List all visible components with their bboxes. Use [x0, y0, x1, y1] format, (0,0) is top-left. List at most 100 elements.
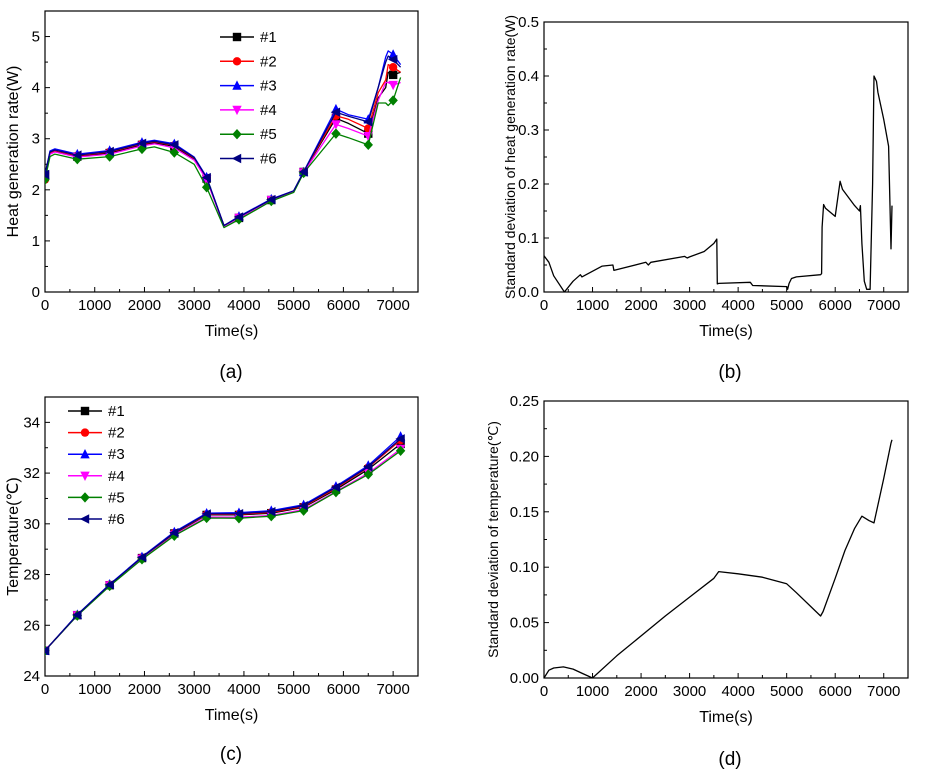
legend-marker: [80, 406, 90, 416]
y-axis-label: Temperature(℃): [5, 477, 22, 595]
y-tick-label: 30: [23, 516, 40, 533]
x-tick-label: 4000: [721, 297, 754, 314]
y-tick-label: 0.15: [510, 504, 539, 521]
series-line: [45, 450, 401, 652]
legend-item: #1: [68, 403, 125, 420]
y-tick-label: 1: [32, 233, 40, 250]
data-point: [388, 95, 398, 106]
x-tick-label: 6000: [819, 297, 852, 314]
chart-panel-a: 0 1000 2000 3000 4000 5000 6000 7000 0 1 2 3 4 5 Time(…: [5, 10, 419, 383]
legend-label: #5: [260, 126, 277, 143]
x-axis-label: Time(s): [205, 323, 259, 340]
legend-item: #3: [220, 78, 277, 95]
legend-item: #6: [68, 511, 125, 528]
legend-label: #2: [108, 425, 125, 442]
data-point: [136, 552, 147, 562]
legend: #1 #2 #3 #4 #5 #6: [220, 29, 277, 168]
legend-label: #6: [108, 511, 125, 528]
legend-marker: [80, 449, 90, 459]
legend-label: #4: [108, 468, 125, 485]
data-point: [233, 212, 244, 222]
x-tick-label: 5000: [770, 683, 803, 700]
legend-label: #2: [260, 53, 277, 70]
legend-item: #5: [68, 489, 125, 506]
x-tick-label: 7000: [376, 681, 409, 698]
y-tick-label: 2: [32, 182, 40, 199]
y-tick-label: 26: [23, 617, 40, 634]
y-tick-label: 0.2: [518, 176, 539, 193]
x-tick-label: 7000: [867, 297, 900, 314]
x-tick-label: 3000: [178, 297, 211, 314]
data-point: [387, 54, 398, 65]
legend: #1 #2 #3 #4 #5 #6: [68, 403, 125, 528]
x-tick-label: 3000: [178, 681, 211, 698]
y-tick-label: 0: [32, 284, 40, 301]
series-line: [544, 75, 893, 292]
plot-frame: [543, 400, 909, 679]
series-line: [45, 71, 401, 227]
data-point: [331, 120, 341, 130]
data-point: [363, 462, 373, 472]
series-line: [544, 439, 893, 678]
chart-panel-d: 0 1000 2000 3000 4000 5000 6000 7000 0.00 0.05 0.1…: [485, 393, 909, 770]
data-point: [201, 509, 211, 519]
legend-marker: [232, 129, 242, 140]
y-tick-label: 0.25: [510, 393, 539, 410]
series-2: [45, 435, 405, 655]
series-3: [45, 431, 406, 655]
data-point: [298, 167, 308, 177]
data-point: [363, 139, 373, 151]
series-6: [45, 54, 402, 227]
legend-marker: [231, 153, 242, 164]
x-tick-label: 1000: [78, 681, 111, 698]
x-tick-label: 0: [41, 681, 49, 698]
x-tick-label: 0: [540, 297, 548, 314]
data-point: [363, 469, 373, 480]
x-axis-label: Time(s): [205, 707, 259, 724]
x-axis-label: Time(s): [699, 323, 753, 340]
x-tick-label: 2000: [624, 683, 657, 700]
x-tick-label: 7000: [376, 297, 409, 314]
legend-item: #3: [68, 446, 125, 463]
legend-item: #6: [220, 151, 277, 168]
plot-frame: [44, 10, 419, 293]
data-point: [330, 107, 341, 117]
y-tick-label: 0.4: [518, 68, 539, 85]
legend-label: #4: [260, 102, 277, 119]
data-point: [72, 150, 82, 160]
x-tick-label: 0: [540, 683, 548, 700]
legend-marker: [80, 492, 90, 503]
x-tick-label: 6000: [819, 683, 852, 700]
legend-item: #2: [220, 53, 277, 70]
panel-label: (a): [219, 362, 242, 383]
data-point: [388, 80, 398, 91]
y-tick-label: 24: [23, 668, 40, 685]
x-tick-label: 4000: [721, 683, 754, 700]
panel-label: (d): [718, 749, 741, 770]
y-tick-label: 4: [32, 80, 40, 97]
legend-label: #5: [108, 489, 125, 506]
series-line: [45, 443, 402, 652]
data-point: [169, 140, 179, 150]
data-point: [169, 530, 180, 541]
data-point: [330, 482, 341, 492]
legend-marker: [80, 471, 90, 481]
data-point: [201, 512, 212, 524]
data-point: [201, 182, 212, 193]
x-tick-label: 1000: [576, 683, 609, 700]
data-point: [388, 70, 398, 80]
series-6: [45, 434, 405, 656]
x-tick-label: 5000: [277, 297, 310, 314]
chart-panel-b: 0 1000 2000 3000 4000 5000 6000 7000 0.0 0.1 0.2 0.…: [502, 14, 909, 383]
data-point: [136, 138, 147, 149]
x-tick-label: 3000: [673, 683, 706, 700]
data-point: [266, 194, 276, 205]
data-point: [45, 169, 50, 180]
series-line: [45, 435, 402, 652]
x-tick-label: 5000: [277, 681, 310, 698]
x-tick-label: 1000: [576, 297, 609, 314]
y-tick-label: 0.1: [518, 230, 539, 247]
y-tick-label: 0.5: [518, 14, 539, 31]
y-tick-label: 0.20: [510, 448, 539, 465]
